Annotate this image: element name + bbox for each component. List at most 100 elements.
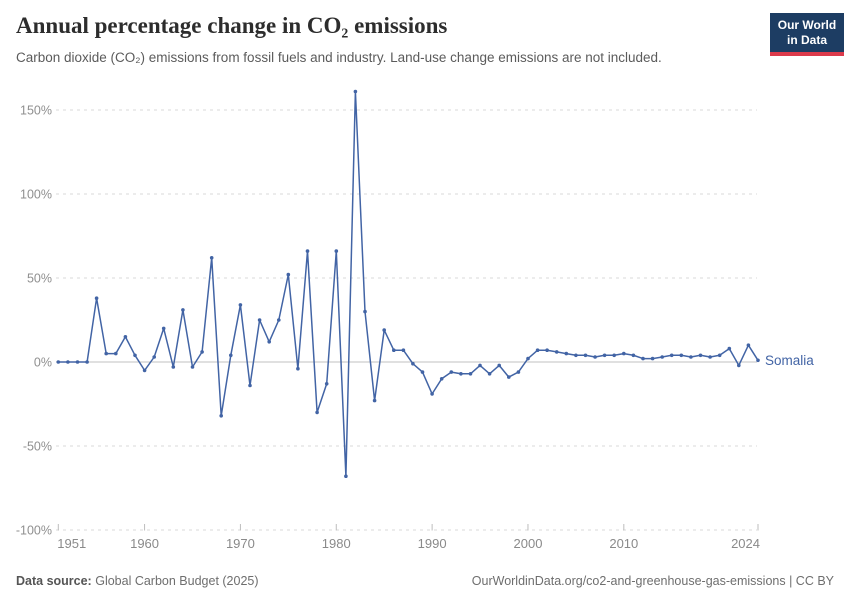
data-point bbox=[574, 353, 578, 358]
x-tick-label: 1980 bbox=[322, 536, 351, 551]
data-point bbox=[689, 355, 693, 359]
y-axis-labels: -100% -50% 0% 50% 100% 150% bbox=[16, 104, 52, 538]
data-point bbox=[56, 360, 61, 364]
data-point bbox=[497, 363, 502, 368]
chart-header: Annual percentage change in CO₂ emission… bbox=[16, 12, 761, 66]
data-point bbox=[516, 370, 521, 374]
x-axis-ticks bbox=[57, 524, 759, 531]
y-tick-label: 100% bbox=[20, 188, 52, 202]
data-point bbox=[334, 249, 339, 253]
data-point bbox=[641, 356, 645, 361]
data-point bbox=[305, 249, 310, 253]
y-tick-label: -50% bbox=[23, 440, 52, 454]
data-point bbox=[401, 348, 406, 353]
data-point bbox=[296, 366, 300, 371]
data-point bbox=[708, 355, 712, 359]
data-point bbox=[545, 348, 549, 353]
data-point bbox=[468, 372, 473, 376]
chart-subtitle: Carbon dioxide (CO₂) emissions from foss… bbox=[16, 49, 662, 65]
data-point bbox=[238, 303, 243, 307]
data-point bbox=[372, 398, 377, 403]
data-point bbox=[229, 353, 233, 358]
y-tick-label: 50% bbox=[27, 272, 52, 286]
data-point bbox=[75, 360, 80, 364]
data-source-label: Data source: bbox=[16, 574, 92, 588]
data-point bbox=[622, 351, 626, 356]
data-point bbox=[449, 370, 454, 374]
data-point bbox=[353, 89, 358, 94]
data-point bbox=[679, 353, 684, 358]
data-point bbox=[85, 360, 89, 364]
data-line bbox=[57, 90, 759, 477]
owid-logo: Our World in Data bbox=[770, 13, 844, 56]
x-tick-label: 1970 bbox=[226, 536, 255, 551]
data-point bbox=[219, 414, 223, 418]
y-tick-label: 0% bbox=[34, 356, 52, 370]
data-point bbox=[554, 350, 559, 354]
data-point bbox=[152, 355, 156, 359]
footer-attribution: OurWorldinData.org/co2-and-greenhouse-ga… bbox=[471, 574, 834, 588]
x-tick-label: 2000 bbox=[514, 536, 543, 551]
data-point bbox=[363, 309, 367, 314]
data-point bbox=[430, 392, 434, 396]
data-point bbox=[669, 353, 674, 358]
data-point bbox=[277, 318, 281, 322]
y-tick-label: -100% bbox=[16, 524, 52, 538]
data-point bbox=[411, 361, 415, 366]
data-point bbox=[602, 353, 607, 358]
data-point bbox=[564, 351, 569, 356]
data-point bbox=[324, 382, 329, 386]
data-point bbox=[257, 318, 262, 322]
x-tick-label: 2010 bbox=[609, 536, 638, 551]
data-point bbox=[190, 365, 195, 369]
data-point bbox=[526, 356, 530, 361]
data-point bbox=[66, 360, 70, 364]
data-point bbox=[650, 356, 655, 361]
data-point bbox=[756, 358, 760, 363]
data-point bbox=[593, 355, 597, 359]
data-point bbox=[114, 351, 118, 356]
data-point bbox=[392, 348, 396, 353]
data-source: Data source: Global Carbon Budget (2025) bbox=[16, 574, 259, 588]
data-point bbox=[717, 353, 722, 358]
data-point bbox=[181, 308, 185, 312]
data-point bbox=[583, 353, 588, 358]
x-tick-label: 1960 bbox=[130, 536, 159, 551]
x-tick-label: 2024 bbox=[731, 536, 760, 551]
data-point bbox=[487, 372, 492, 376]
data-point bbox=[507, 375, 511, 379]
data-point bbox=[631, 353, 636, 358]
data-point bbox=[698, 353, 703, 358]
data-point bbox=[612, 353, 616, 358]
page-title: Annual percentage change in CO₂ emission… bbox=[16, 13, 448, 38]
data-source-value: Global Carbon Budget (2025) bbox=[95, 574, 259, 588]
data-point bbox=[439, 377, 444, 381]
y-gridlines bbox=[56, 109, 757, 531]
x-tick-label: 1951 bbox=[57, 536, 86, 551]
data-point bbox=[123, 335, 128, 339]
data-points bbox=[56, 89, 760, 479]
x-axis-labels: 1951 1960 1970 1980 1990 2000 2010 2024 bbox=[57, 536, 760, 551]
data-point bbox=[478, 363, 482, 368]
data-point bbox=[161, 326, 166, 331]
data-point bbox=[535, 348, 540, 353]
data-point bbox=[737, 363, 741, 368]
data-point bbox=[315, 410, 319, 415]
data-point bbox=[133, 353, 137, 358]
data-point bbox=[200, 350, 204, 354]
data-point bbox=[248, 383, 252, 388]
owid-logo-line1: Our World bbox=[777, 18, 837, 32]
chart-footer: Data source: Global Carbon Budget (2025)… bbox=[16, 574, 834, 588]
data-point bbox=[459, 372, 463, 376]
data-point bbox=[142, 368, 147, 373]
y-tick-label: 150% bbox=[20, 104, 52, 118]
data-point bbox=[660, 355, 664, 359]
data-point bbox=[104, 351, 108, 356]
owid-logo-line2: in Data bbox=[786, 33, 827, 47]
data-point bbox=[209, 255, 214, 260]
data-point bbox=[171, 365, 176, 369]
data-point bbox=[267, 340, 272, 344]
data-point bbox=[727, 346, 732, 351]
data-point bbox=[420, 370, 425, 374]
